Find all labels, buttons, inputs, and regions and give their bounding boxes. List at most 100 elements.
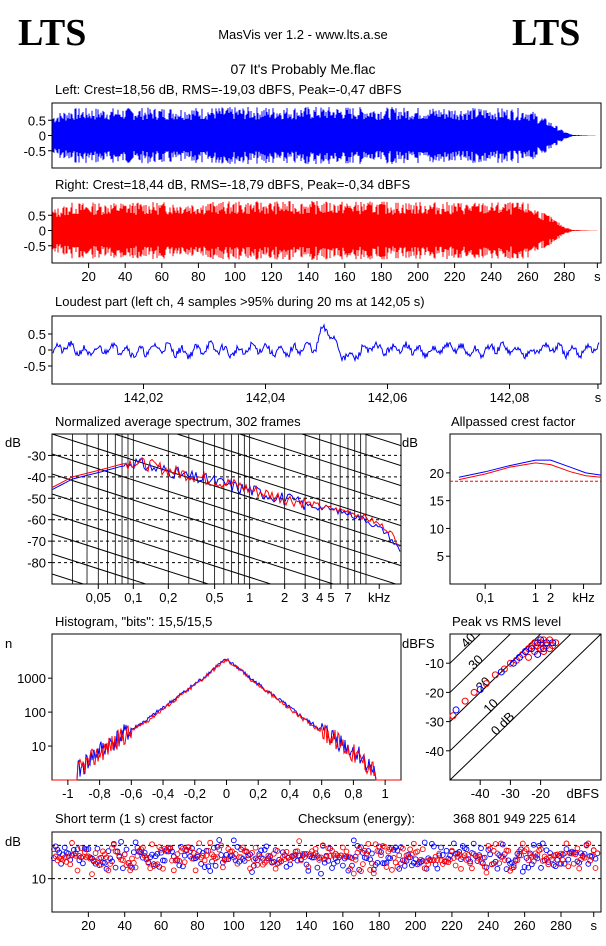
short-term-point-red [254, 862, 261, 868]
short-term-point-red [469, 865, 475, 872]
short-term-point-blue [154, 850, 161, 857]
histogram-series-red [52, 658, 401, 781]
short-term-point-blue [123, 846, 130, 853]
short-term-point-red [494, 850, 501, 857]
short-term-point-blue [345, 867, 352, 874]
short-term-point-blue [470, 840, 477, 847]
short-term-point-blue [112, 864, 119, 871]
peak-rms-point-blue [509, 659, 517, 667]
short-term-point-blue [436, 852, 443, 859]
short-term-point-red [180, 845, 186, 852]
short-term-point-red [100, 848, 106, 855]
short-term-point-red [109, 844, 115, 851]
waveform-xtick: 240 [480, 269, 502, 284]
short-term-point-red [387, 846, 393, 853]
short-term-point-blue [443, 847, 450, 854]
allpassed-frame [449, 433, 602, 585]
short-term-point-red [360, 861, 366, 867]
short-term-point-red [498, 840, 504, 847]
spectrum-slope-line [52, 314, 401, 426]
spectrum-slope-line [52, 553, 148, 584]
histogram-xtick: 0 [223, 786, 230, 801]
short-term-point-red [218, 842, 224, 849]
short-term-point-red [201, 857, 208, 864]
short-term-point-red [459, 854, 466, 860]
short-term-point-red [461, 852, 468, 859]
short-term-point-blue [439, 852, 446, 858]
short-term-point-blue [521, 864, 528, 870]
short-term-point-red [507, 867, 513, 874]
short-term-point-red [398, 860, 404, 867]
spectrum-xtick: 2 [281, 590, 288, 605]
short-term-point-red [301, 854, 308, 860]
short-term-point-red [534, 852, 541, 858]
short-term-point-red [329, 847, 335, 854]
short-term-point-blue [434, 865, 441, 872]
peak-rms-point-red [470, 688, 478, 696]
short-term-point-blue [519, 868, 526, 875]
peak-rms-point-blue [476, 685, 484, 693]
histogram-ytick: 100 [24, 705, 46, 720]
short-term-point-blue [430, 843, 437, 850]
waveform-xtick: 40 [118, 269, 132, 284]
spectrum-xtick: 4 [316, 590, 323, 605]
peak-rms-point-blue [534, 650, 542, 658]
peak-rms-point-red [461, 697, 469, 705]
waveform-xtick: 120 [261, 269, 283, 284]
loudest-part-title: Loudest part (left ch, 4 samples >95% du… [55, 294, 425, 309]
peak-rms-diagonal [450, 634, 572, 752]
short-term-point-red [352, 856, 359, 863]
short-term-point-red [467, 860, 473, 867]
short-term-point-red [130, 860, 137, 866]
peak-rms-point-red [491, 671, 499, 679]
peak-rms-diagonal [450, 634, 481, 664]
short-term-point-red [132, 864, 139, 871]
waveform-xtick: 220 [444, 269, 466, 284]
histogram-title: Histogram, "bits": 15,5/15,5 [55, 614, 213, 629]
short-term-xtick: 200 [405, 918, 427, 933]
short-term-point-blue [141, 849, 148, 856]
short-term-point-red [107, 861, 114, 867]
peak-rms-ylabel: dBFS [402, 636, 435, 651]
short-term-point-red [143, 854, 150, 861]
logo-right: LTS [512, 12, 581, 54]
short-term-point-red [258, 854, 264, 860]
spectrum-xtick: 0,5 [206, 590, 224, 605]
short-term-point-red [72, 852, 79, 859]
short-term-point-red [479, 855, 486, 861]
allpassed-xtick: 2 [547, 590, 554, 605]
short-term-point-red [343, 848, 350, 855]
short-term-point-red [236, 854, 243, 860]
spectrum-slope-line [175, 434, 401, 507]
short-term-point-red [574, 845, 581, 852]
short-term-point-red [378, 852, 384, 859]
short-term-point-red [220, 864, 226, 871]
allpassed-ytick: 15 [430, 494, 444, 509]
short-term-point-red [372, 841, 379, 848]
short-term-point-red [336, 854, 343, 860]
short-term-point-red [174, 851, 181, 857]
short-term-point-red [69, 840, 75, 846]
short-term-point-red [92, 850, 99, 856]
short-term-point-red [76, 853, 83, 859]
short-term-point-blue [232, 857, 239, 864]
short-term-point-blue [369, 850, 375, 857]
short-term-xtick: 100 [223, 918, 245, 933]
short-term-point-blue [494, 865, 501, 872]
peak-rms-point-blue [549, 639, 557, 647]
peak-rms-ytick: -30 [425, 715, 444, 730]
spectrum-slope-line [52, 513, 273, 584]
short-term-point-red [154, 861, 161, 868]
short-term-point-blue [487, 851, 493, 858]
short-term-point-red [245, 855, 252, 862]
short-term-point-red [134, 853, 141, 859]
short-term-point-red [234, 860, 241, 867]
short-term-point-red [250, 857, 257, 863]
short-term-point-red [545, 861, 552, 868]
short-term-point-blue [534, 855, 541, 862]
short-term-point-blue [209, 858, 215, 865]
short-term-point-blue [210, 844, 217, 851]
short-term-point-red [167, 844, 174, 851]
short-term-point-red [429, 857, 435, 864]
short-term-point-blue [492, 858, 499, 865]
